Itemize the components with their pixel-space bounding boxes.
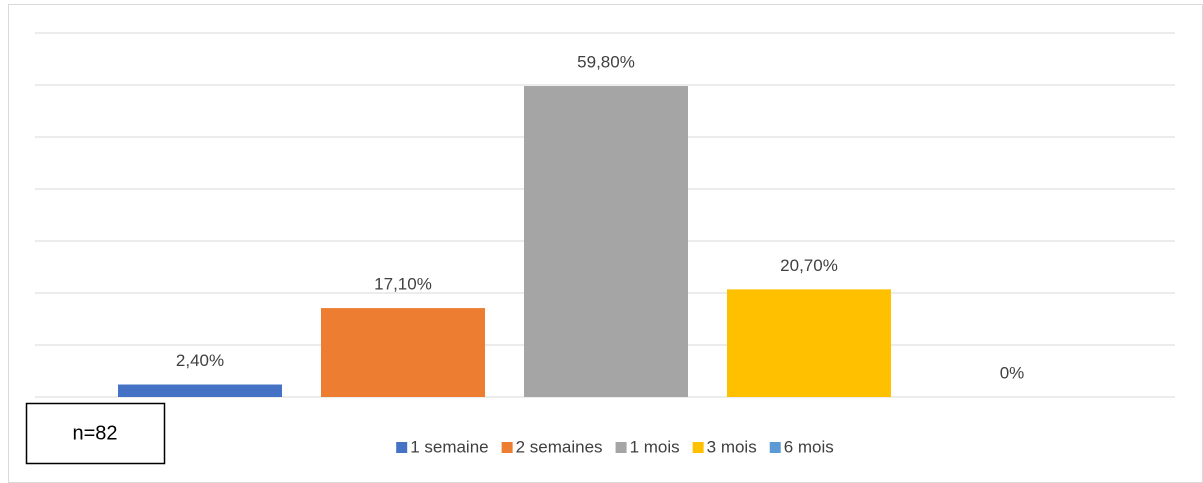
legend-item: 2 semaines	[501, 437, 603, 456]
legend-item: 1 semaine	[396, 437, 489, 456]
legend-item: 1 mois	[615, 437, 680, 456]
data-label: 59,80%	[577, 53, 635, 72]
annotation: n=82	[72, 422, 117, 444]
bar	[727, 289, 891, 397]
bar	[524, 86, 688, 397]
legend-label: 6 mois	[784, 437, 834, 456]
legend-swatch	[769, 442, 781, 453]
bar	[118, 384, 282, 397]
annotation-box	[25, 402, 166, 465]
data-label: 20,70%	[780, 256, 838, 275]
legend-swatch	[692, 442, 704, 453]
legend-swatch	[615, 442, 627, 453]
legend-item: 3 mois	[692, 437, 757, 456]
data-label: 17,10%	[374, 275, 432, 294]
data-label: 2,40%	[176, 351, 224, 370]
legend-item: 6 mois	[769, 437, 834, 456]
legend-label: 1 semaine	[410, 437, 488, 456]
legend-label: 3 mois	[707, 437, 757, 456]
data-label: 0%	[1000, 363, 1025, 382]
legend-label: 2 semaines	[516, 437, 603, 456]
legend-swatch	[501, 442, 513, 453]
legend-swatch	[396, 442, 408, 453]
legend-label: 1 mois	[630, 437, 680, 456]
bar	[321, 308, 485, 397]
